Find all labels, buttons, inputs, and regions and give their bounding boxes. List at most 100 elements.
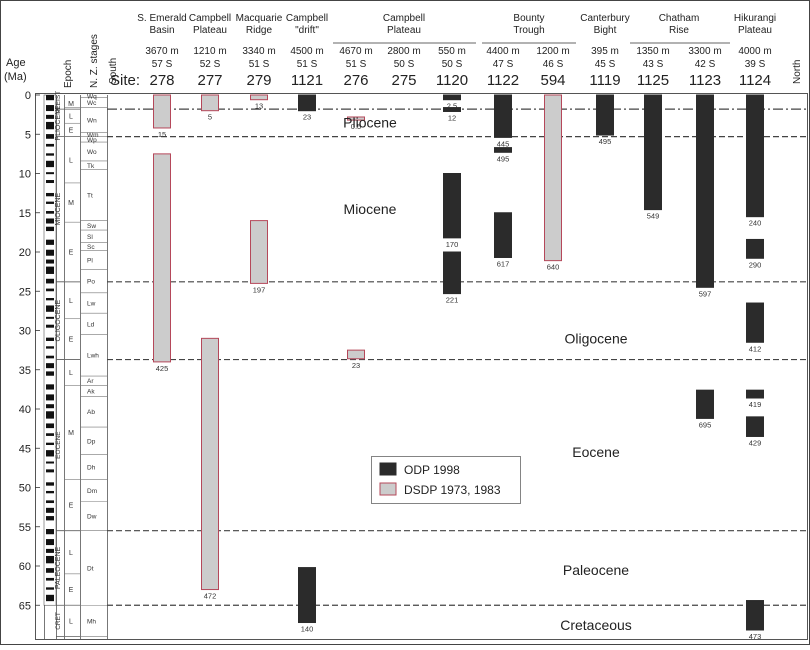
nz-stage-name: Tk	[87, 163, 95, 170]
sub-epoch-name: E	[69, 127, 74, 134]
dsdp-core-interval	[201, 337, 219, 591]
depth-label: 221	[446, 296, 459, 305]
depth-label: 5	[208, 113, 212, 122]
epoch-name: PLIOCENE	[55, 105, 62, 141]
odp-core-interval	[494, 212, 512, 258]
age-tick-label: 40	[19, 404, 31, 416]
depth-label: 412	[749, 344, 762, 353]
plot-frame	[35, 93, 808, 640]
polarity-chron	[46, 95, 54, 101]
age-axis-label-line2: (Ma)	[4, 71, 27, 83]
odp-core-interval	[443, 251, 461, 295]
site-latitude: 51 S	[297, 59, 318, 70]
depth-label: 640	[547, 263, 560, 272]
age-tick-label: 55	[19, 522, 31, 534]
epoch-label: Eocene	[572, 444, 620, 460]
sub-epoch-name: E	[69, 250, 74, 257]
polarity-chron	[46, 218, 54, 224]
depth-label: 495	[497, 154, 510, 163]
polarity-chron	[46, 548, 54, 553]
polarity-chron	[46, 180, 54, 184]
nz-stage-name: Ld	[87, 321, 95, 328]
polarity-chron	[46, 500, 54, 504]
dsdp-core-interval	[153, 153, 171, 363]
polarity-chron	[46, 337, 54, 341]
site-number: 1123	[689, 72, 721, 89]
legend-label: ODP 1998	[404, 463, 460, 477]
polarity-chron	[46, 404, 54, 409]
epoch-name: PALEOCENE	[55, 546, 62, 589]
north-label: North	[792, 60, 803, 84]
nz-stage-name: Dw	[87, 514, 97, 521]
odp-core-interval	[644, 94, 662, 211]
polarity-chron	[46, 278, 54, 284]
depth-label: 549	[647, 212, 660, 221]
nz-stage-name: Sc	[87, 244, 95, 251]
age-tick-label: 65	[19, 600, 31, 612]
age-tick-label: 10	[19, 169, 31, 181]
site-latitude: 47 S	[493, 59, 514, 70]
site-number: 275	[391, 72, 416, 89]
sub-epoch-name: L	[69, 370, 73, 377]
odp-core-interval	[746, 600, 764, 631]
odp-core-interval	[443, 173, 461, 239]
odp-core-interval	[746, 389, 764, 399]
age-tick-label: 25	[19, 286, 31, 298]
odp-core-interval	[746, 94, 764, 218]
site-latitude: 50 S	[394, 59, 415, 70]
site-group-name: Bight	[594, 25, 617, 36]
polarity-chron	[46, 394, 54, 401]
dsdp-core-interval	[201, 94, 219, 112]
dsdp-core-interval	[153, 94, 171, 129]
odp-core-interval	[443, 94, 461, 101]
polarity-chron	[46, 259, 54, 264]
age-tick-label: 5	[25, 129, 31, 141]
depth-label: 240	[749, 219, 762, 228]
nz-stage-name: Tt	[87, 193, 93, 200]
dsdp-core-interval	[347, 349, 365, 360]
sub-epoch-name: E	[69, 337, 74, 344]
epoch-labels: Pliocene Miocene Oligocene Eocene Paleocene C…	[343, 114, 632, 632]
dsdp-core-interval	[250, 94, 268, 101]
nz-stage-name: Dm	[87, 488, 97, 495]
polarity-chron	[46, 305, 54, 312]
legend-dsdp-swatch	[379, 482, 397, 496]
sub-epoch-name: L	[69, 157, 73, 164]
site-number: 277	[197, 72, 222, 89]
site-latitude: 42 S	[695, 59, 716, 70]
nz-stage-name: Wq	[87, 94, 97, 101]
epoch-label: Paleocene	[563, 562, 629, 578]
site-water-depth: 1210 m	[193, 46, 226, 57]
polarity-chron	[46, 143, 54, 147]
site-latitude: 51 S	[346, 59, 367, 70]
site-headers: S. EmeraldBasinCampbellPlateauMacquarieR…	[137, 13, 776, 89]
legend-label: DSDP 1973, 1983	[404, 483, 501, 497]
age-tick-label: 30	[19, 326, 31, 338]
core-intervals: 15425547213197231400.523622.512170221445…	[153, 94, 764, 641]
legend-odp-swatch	[379, 462, 397, 476]
south-label: South	[108, 58, 119, 84]
odp-core-interval	[746, 302, 764, 343]
site-latitude: 52 S	[200, 59, 221, 70]
site-number: 594	[540, 72, 565, 89]
odp-core-interval	[494, 94, 512, 138]
polarity-chron	[46, 355, 54, 359]
nz-stages-column-header: N. Z. stages	[89, 34, 100, 88]
dsdp-core-interval	[544, 94, 562, 262]
odp-core-interval	[298, 567, 316, 624]
nz-stage-name: Sw	[87, 223, 96, 230]
sub-epoch-name: L	[69, 550, 73, 557]
site-latitude: 51 S	[249, 59, 270, 70]
site-group-name: Chatham	[659, 13, 700, 24]
nz-stage-name: Mh	[87, 618, 96, 625]
nz-stage-name: Ar	[87, 378, 94, 385]
depth-label: 290	[749, 260, 762, 269]
sub-epoch-name: L	[69, 618, 73, 625]
site-number: 1122	[487, 72, 519, 89]
site-water-depth: 1200 m	[536, 46, 569, 57]
polarity-chron	[46, 172, 54, 175]
depth-label: 429	[749, 438, 762, 447]
site-water-depth: 4500 m	[290, 46, 323, 57]
site-number: 1119	[589, 72, 620, 89]
